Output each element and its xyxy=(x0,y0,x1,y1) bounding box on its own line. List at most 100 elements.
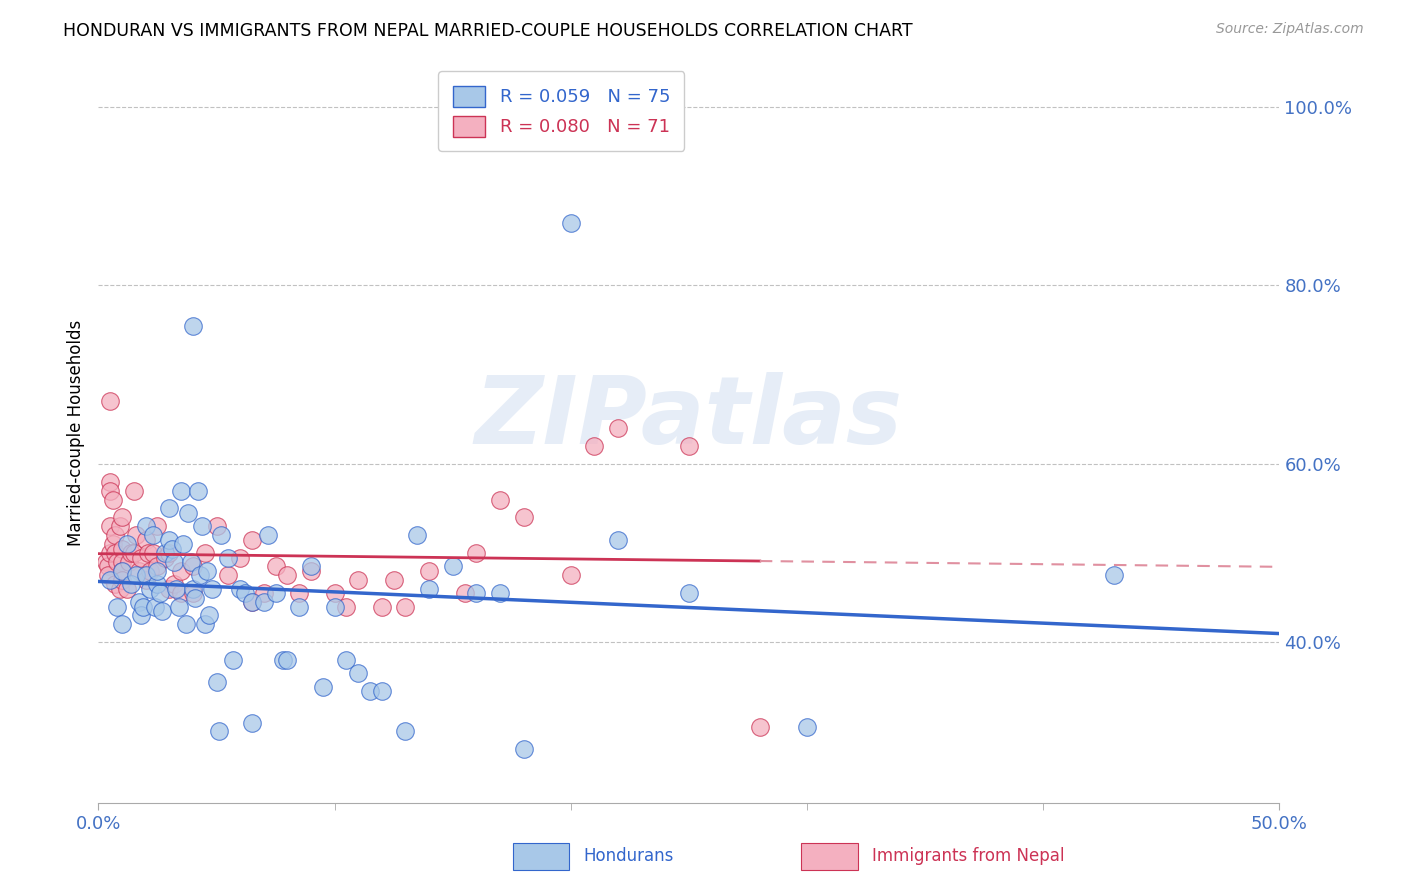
Point xyxy=(153,546,176,560)
Point xyxy=(222,653,245,667)
Point xyxy=(160,541,183,556)
Text: ZIPatlas: ZIPatlas xyxy=(475,372,903,464)
Point xyxy=(187,483,209,498)
Point xyxy=(512,510,534,524)
Point xyxy=(418,582,440,596)
Point xyxy=(170,483,193,498)
Point xyxy=(105,599,128,614)
Point xyxy=(299,559,322,574)
Text: HONDURAN VS IMMIGRANTS FROM NEPAL MARRIED-COUPLE HOUSEHOLDS CORRELATION CHART: HONDURAN VS IMMIGRANTS FROM NEPAL MARRIE… xyxy=(63,22,912,40)
Point xyxy=(129,608,152,623)
Point xyxy=(170,586,193,600)
Point xyxy=(98,475,121,489)
Point xyxy=(104,528,127,542)
Text: Source: ZipAtlas.com: Source: ZipAtlas.com xyxy=(1216,22,1364,37)
Point xyxy=(253,595,276,609)
Point xyxy=(143,599,166,614)
Point xyxy=(347,573,370,587)
Point xyxy=(312,680,335,694)
Point xyxy=(678,586,700,600)
Point xyxy=(111,510,134,524)
Point xyxy=(97,568,120,582)
Point xyxy=(288,586,311,600)
Point xyxy=(371,599,394,614)
Point xyxy=(142,546,165,560)
Point xyxy=(157,546,180,560)
Point xyxy=(146,559,169,574)
Point xyxy=(128,564,150,578)
Point xyxy=(748,720,770,734)
Point xyxy=(108,582,131,596)
Point xyxy=(167,599,190,614)
Point xyxy=(135,519,157,533)
Point xyxy=(205,675,228,690)
Point xyxy=(97,559,120,574)
Point xyxy=(146,564,169,578)
Point xyxy=(512,742,534,756)
Point xyxy=(233,586,256,600)
Point xyxy=(121,546,143,560)
Point xyxy=(129,550,152,565)
Point xyxy=(288,599,311,614)
Point xyxy=(174,617,197,632)
Point xyxy=(142,528,165,542)
Legend: R = 0.059   N = 75, R = 0.080   N = 71: R = 0.059 N = 75, R = 0.080 N = 71 xyxy=(439,71,685,151)
Point xyxy=(191,519,214,533)
Point xyxy=(115,582,138,596)
Point xyxy=(121,577,143,591)
Point xyxy=(157,582,180,596)
Point xyxy=(136,546,159,560)
Point xyxy=(198,608,221,623)
Point xyxy=(796,720,818,734)
Point xyxy=(205,519,228,533)
Point xyxy=(146,577,169,591)
Point xyxy=(163,555,186,569)
Point xyxy=(299,564,322,578)
Point xyxy=(125,568,148,582)
Point xyxy=(111,573,134,587)
Point xyxy=(195,564,218,578)
Point xyxy=(583,439,606,453)
Point xyxy=(149,586,172,600)
Point xyxy=(406,528,429,542)
Point xyxy=(240,715,263,730)
Point xyxy=(217,568,239,582)
Point xyxy=(465,546,488,560)
Point xyxy=(111,564,134,578)
Point xyxy=(240,533,263,547)
Point xyxy=(465,586,488,600)
Point xyxy=(135,533,157,547)
Point xyxy=(157,533,180,547)
Point xyxy=(150,604,173,618)
Point xyxy=(382,573,405,587)
Point xyxy=(132,599,155,614)
Point xyxy=(209,528,232,542)
Point xyxy=(607,533,630,547)
Point xyxy=(253,586,276,600)
Point xyxy=(394,599,416,614)
Point xyxy=(208,724,231,739)
Point xyxy=(180,555,202,569)
Point xyxy=(201,582,224,596)
Point xyxy=(98,519,121,533)
Point xyxy=(181,586,204,600)
Point xyxy=(104,577,127,591)
Point xyxy=(181,582,204,596)
Point xyxy=(128,595,150,609)
Point xyxy=(489,586,512,600)
Point xyxy=(111,564,134,578)
Point xyxy=(98,546,121,560)
Point xyxy=(165,582,187,596)
Point xyxy=(172,537,194,551)
Point xyxy=(111,555,134,569)
Point xyxy=(94,555,117,569)
Point xyxy=(135,573,157,587)
Point xyxy=(98,483,121,498)
Point xyxy=(264,559,287,574)
Point xyxy=(607,421,630,435)
Text: Hondurans: Hondurans xyxy=(583,847,673,865)
Text: Immigrants from Nepal: Immigrants from Nepal xyxy=(872,847,1064,865)
Point xyxy=(194,617,217,632)
Point xyxy=(188,568,211,582)
Point xyxy=(394,724,416,739)
